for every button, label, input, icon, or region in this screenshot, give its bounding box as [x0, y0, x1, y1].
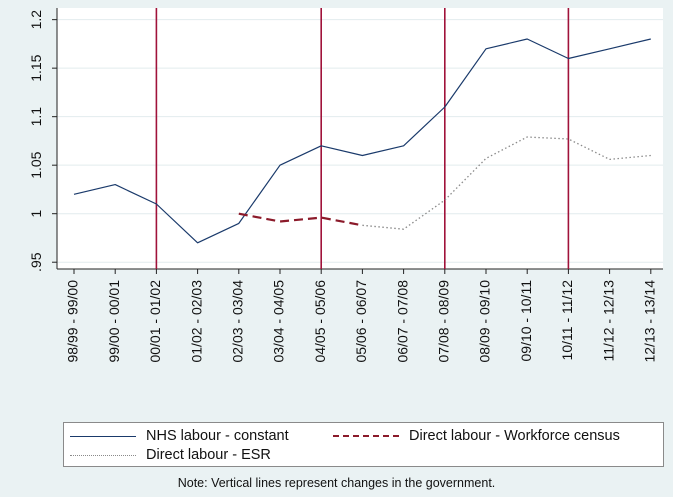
x-tick-label: 05/06 - 06/07: [353, 280, 369, 363]
legend-label-nhs-labour: NHS labour - constant: [146, 428, 289, 444]
legend-label-workforce-census: Direct labour - Workforce census: [409, 428, 620, 444]
x-tick-label: 04/05 - 05/06: [312, 280, 328, 363]
x-tick-label: 12/13 - 13/14: [642, 280, 658, 363]
x-tick-label: 07/08 - 08/09: [436, 280, 452, 363]
legend-item-esr: Direct labour - ESR: [70, 445, 271, 465]
x-tick-label: 06/07 - 07/08: [394, 280, 410, 363]
x-tick-label: 11/12 - 12/13: [600, 280, 616, 362]
series-line-0: [73, 38, 651, 244]
legend-swatch-solid: [70, 435, 136, 437]
legend-swatch-dashed: [333, 435, 399, 437]
x-tick-label: 99/00 - 00/01: [106, 280, 122, 363]
plot-area: [57, 8, 663, 269]
series-line-2: [362, 136, 651, 230]
x-tick-label: 00/01 - 01/02: [147, 280, 163, 363]
legend-swatch-dotted: [70, 454, 136, 456]
y-tick-label: 1.05: [28, 151, 44, 178]
chart-note: Note: Vertical lines represent changes i…: [177, 476, 496, 490]
legend-item-nhs-labour: NHS labour - constant: [70, 426, 289, 446]
legend-item-workforce-census: Direct labour - Workforce census: [333, 426, 620, 446]
x-tick-label: 09/10 - 10/11: [518, 280, 534, 362]
x-tick-label: 98/99 - 99/00: [65, 280, 81, 363]
y-tick-label: 1.2: [28, 10, 44, 30]
y-tick-label: 1: [28, 210, 44, 218]
legend: NHS labour - constant Direct labour - Wo…: [63, 422, 664, 467]
series-line-1: [238, 212, 363, 227]
x-tick-label: 01/02 - 02/03: [188, 280, 204, 363]
x-tick-label: 03/04 - 04/05: [271, 280, 287, 363]
x-tick-label: 10/11 - 11/12: [559, 280, 575, 361]
y-tick-label: .95: [28, 252, 44, 272]
y-tick-label: 1.1: [28, 107, 44, 127]
y-tick-label: 1.15: [28, 54, 44, 81]
x-tick-label: 08/09 - 09/10: [477, 280, 493, 363]
x-tick-label: 02/03 - 03/04: [230, 280, 246, 363]
legend-label-esr: Direct labour - ESR: [146, 447, 271, 463]
